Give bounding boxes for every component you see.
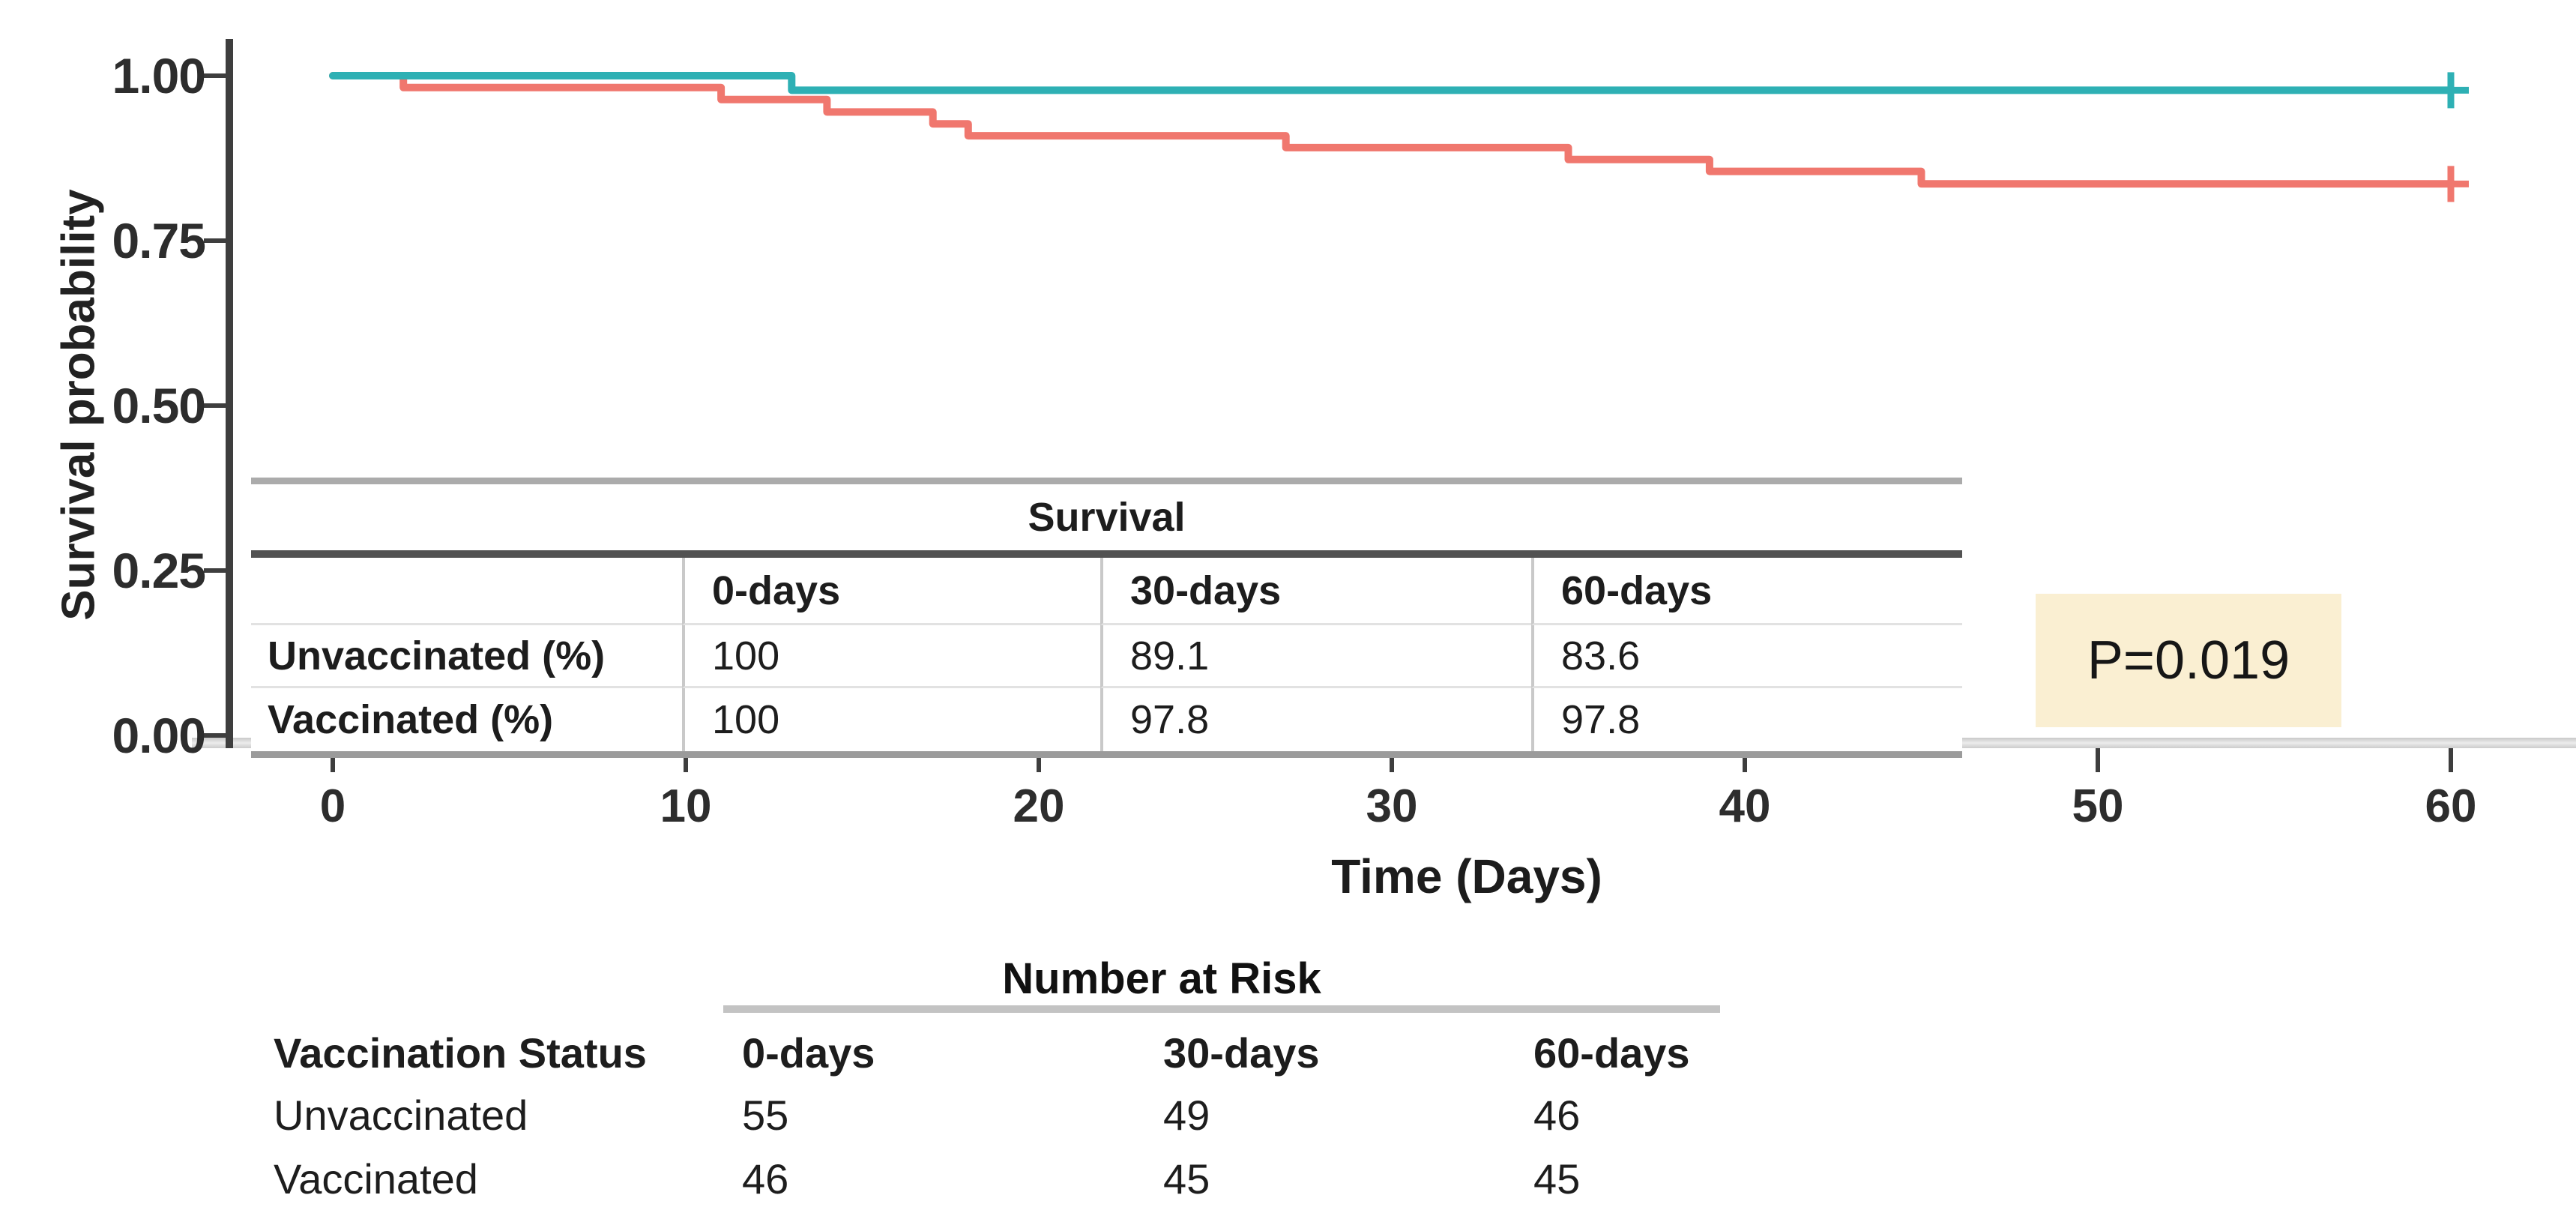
survival-row-label-vaccinated: Vaccinated (%)	[268, 697, 554, 742]
x-tick-label: 30	[1366, 780, 1418, 832]
risk-value: 46	[742, 1155, 789, 1203]
survival-cell: 97.8	[1100, 688, 1531, 751]
y-tick-label: 0.50	[112, 378, 206, 433]
survival-cell: 89.1	[1100, 625, 1531, 688]
survival-table-title: Survival	[251, 484, 1962, 558]
survival-cell: 100	[682, 688, 1100, 751]
risk-table-title-underline	[723, 1005, 1720, 1013]
risk-value: 46	[1533, 1092, 1581, 1139]
survival-cell: 83.6	[1531, 625, 1962, 688]
risk-table-header-row: Vaccination Status 0-days 30-days 60-day…	[0, 1029, 2576, 1077]
survival-summary-table: Survival 0-days 30-days 60-days Unvaccin…	[251, 478, 1962, 758]
y-tick-label: 0.75	[112, 213, 206, 268]
p-value-label: P=0.019	[2087, 630, 2290, 690]
risk-header-status: Vaccination Status	[274, 1029, 647, 1077]
survival-cell: 100	[682, 625, 1100, 688]
survival-table-corner-cell	[251, 558, 682, 625]
x-axis-title: Time (Days)	[1331, 849, 1602, 903]
y-tick-label: 0.00	[112, 708, 206, 763]
risk-value: 49	[1163, 1092, 1210, 1139]
x-tick-label: 50	[2072, 780, 2124, 832]
risk-row-label: Unvaccinated	[274, 1092, 528, 1139]
survival-table-header-0days: 0-days	[682, 558, 1100, 625]
risk-row-unvaccinated: Unvaccinated 55 49 46	[0, 1091, 2576, 1139]
risk-header-0days: 0-days	[742, 1029, 875, 1077]
survival-curve-unvaccinated	[329, 72, 2455, 188]
risk-header-30days: 30-days	[1163, 1029, 1320, 1077]
survival-table-header-30days: 30-days	[1100, 558, 1531, 625]
x-tick-label: 60	[2425, 780, 2477, 832]
risk-row-vaccinated: Vaccinated 46 45 45	[0, 1155, 2576, 1203]
risk-table-title: Number at Risk	[1002, 954, 1321, 1003]
y-tick-label: 0.25	[112, 543, 206, 598]
y-tick-label: 1.00	[112, 48, 206, 103]
survival-curve-vaccinated	[329, 72, 2455, 94]
x-tick-label: 10	[660, 780, 712, 832]
survival-row-label-unvaccinated: Unvaccinated (%)	[251, 625, 682, 688]
x-tick-label: 0	[319, 780, 346, 832]
survival-cell: 97.8	[1531, 688, 1962, 751]
p-value-box: P=0.019	[2036, 594, 2341, 727]
risk-header-60days: 60-days	[1533, 1029, 1690, 1077]
survival-table-header-60days: 60-days	[1531, 558, 1962, 625]
risk-value: 55	[742, 1092, 789, 1139]
risk-row-label: Vaccinated	[274, 1155, 478, 1203]
x-tick-label: 40	[1719, 780, 1771, 832]
risk-value: 45	[1163, 1155, 1210, 1203]
risk-value: 45	[1533, 1155, 1581, 1203]
x-tick-label: 20	[1013, 780, 1065, 832]
